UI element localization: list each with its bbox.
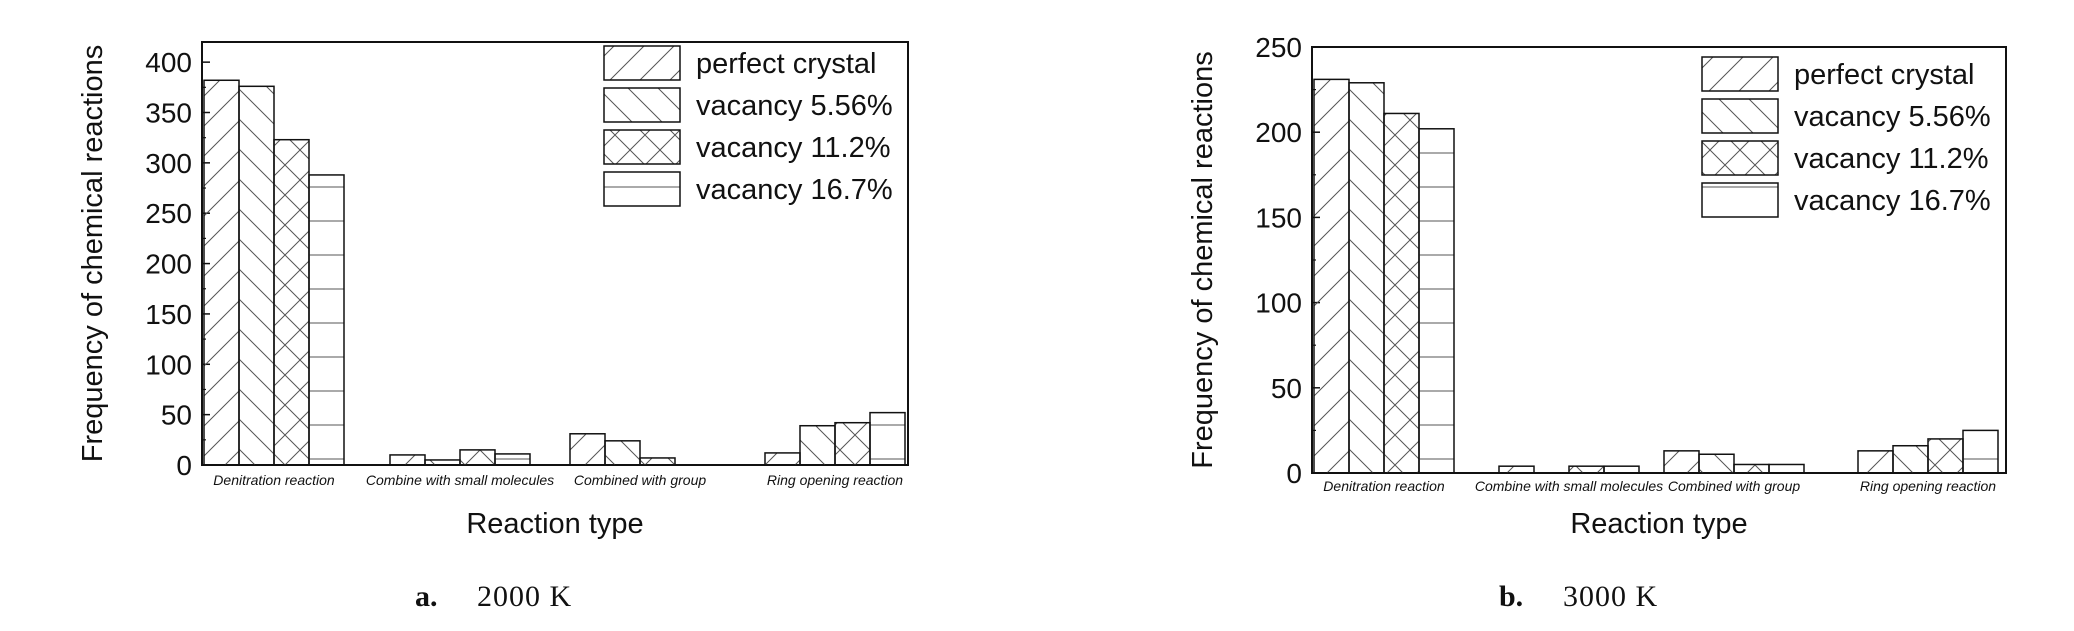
x-axis-title: Reaction type — [466, 508, 643, 540]
legend-swatch — [603, 129, 681, 165]
bar — [1313, 78, 1350, 474]
y-tick-label: 350 — [145, 98, 192, 129]
bar — [1348, 82, 1385, 474]
bar — [1498, 465, 1535, 474]
bar — [834, 421, 871, 466]
bar — [639, 457, 676, 466]
y-tick-label: 400 — [145, 47, 192, 78]
bar — [238, 85, 275, 466]
x-axis-title: Reaction type — [1570, 508, 1747, 540]
legend-label: vacancy 16.7% — [696, 174, 893, 206]
caption-letter: a. — [415, 580, 438, 613]
bar — [1568, 465, 1605, 474]
x-category-label: Ring opening reaction — [1860, 478, 1996, 494]
x-category-label: Combine with small molecules — [1475, 478, 1663, 494]
legend-swatch — [1701, 140, 1779, 176]
y-tick-label: 100 — [1255, 288, 1302, 319]
x-category-label: Combine with small molecules — [366, 472, 554, 488]
y-tick-label: 150 — [145, 299, 192, 330]
y-tick-label: 150 — [1255, 202, 1302, 233]
x-category-label: Denitration reaction — [213, 472, 335, 488]
caption-text: 3000 K — [1563, 580, 1658, 613]
bar — [764, 452, 801, 466]
bar — [799, 424, 836, 466]
bar — [1892, 444, 1929, 474]
legend-label: vacancy 11.2% — [696, 132, 891, 164]
legend-swatch — [1701, 56, 1779, 92]
y-tick-label: 250 — [145, 198, 192, 229]
legend: perfect crystal vacancy 5.56% vacancy 11.2… — [603, 45, 893, 207]
legend-swatch — [603, 171, 681, 207]
bar — [1733, 463, 1770, 474]
legend: perfect crystal vacancy 5.56% vacancy 11.2… — [1701, 56, 1991, 218]
bar — [1768, 463, 1805, 474]
bar — [1418, 128, 1455, 474]
y-tick-label: 50 — [1271, 373, 1302, 404]
bar — [308, 174, 345, 466]
legend-label: vacancy 5.56% — [696, 90, 893, 122]
bar — [494, 453, 531, 466]
legend-swatch — [1701, 98, 1779, 134]
y-tick-label: 0 — [176, 450, 192, 481]
x-category-label: Combined with group — [1668, 478, 1801, 494]
bar — [1927, 438, 1964, 474]
y-tick-label: 300 — [145, 148, 192, 179]
legend-label: vacancy 11.2% — [1794, 143, 1989, 175]
bar — [273, 138, 310, 466]
bar — [459, 449, 496, 466]
y-tick-label: 100 — [145, 349, 192, 380]
chart-panel-b: 0 50 100 150 200 250 Denitration reaction Combi… — [1187, 32, 2007, 613]
y-tick-label: 200 — [1255, 117, 1302, 148]
bar — [1663, 450, 1700, 474]
legend-label: vacancy 5.56% — [1794, 101, 1991, 133]
bar — [1603, 465, 1640, 474]
y-axis-title: Frequency of chemical reactions — [77, 45, 109, 462]
bar — [1857, 450, 1894, 474]
bar — [203, 79, 240, 466]
bar — [1962, 429, 1999, 474]
bar — [1383, 112, 1420, 474]
legend-swatch — [603, 45, 681, 81]
x-category-label: Combined with group — [574, 472, 707, 488]
caption-letter: b. — [1499, 580, 1523, 613]
bar — [869, 411, 906, 466]
caption-text: 2000 K — [477, 580, 572, 613]
x-category-label: Denitration reaction — [1323, 478, 1445, 494]
x-category-label: Ring opening reaction — [767, 472, 903, 488]
y-tick-label: 200 — [145, 249, 192, 280]
y-tick-label: 250 — [1255, 32, 1302, 63]
plot-frame — [201, 41, 909, 466]
legend-swatch — [1701, 182, 1779, 218]
bar — [389, 454, 426, 466]
legend-swatch — [603, 87, 681, 123]
bar — [569, 433, 606, 466]
bar — [1698, 453, 1735, 474]
y-axis-title: Frequency of chemical reactions — [1187, 51, 1219, 468]
legend-label: perfect crystal — [1794, 59, 1975, 91]
y-tick-label: 0 — [1286, 458, 1302, 489]
bar — [424, 459, 461, 466]
bar — [604, 440, 641, 466]
legend-label: vacancy 16.7% — [1794, 185, 1991, 217]
legend-label: perfect crystal — [696, 48, 877, 80]
chart-panel-a: 0 50 100 150 200 250 300 350 400 Denitration reac… — [77, 41, 909, 613]
y-tick-label: 50 — [161, 400, 192, 431]
